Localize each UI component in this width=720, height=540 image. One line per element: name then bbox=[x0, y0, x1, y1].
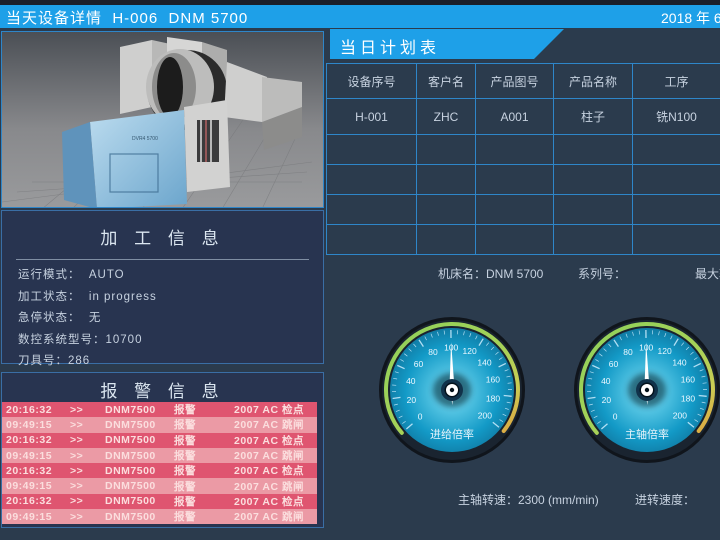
svg-text:主轴倍率: 主轴倍率 bbox=[625, 427, 669, 441]
svg-text:200: 200 bbox=[673, 410, 687, 420]
svg-text:140: 140 bbox=[477, 358, 491, 368]
svg-text:180: 180 bbox=[681, 393, 695, 403]
svg-text:0: 0 bbox=[613, 412, 618, 422]
svg-text:80: 80 bbox=[428, 347, 438, 357]
svg-text:20: 20 bbox=[602, 395, 612, 405]
svg-text:进给倍率: 进给倍率 bbox=[430, 427, 474, 441]
svg-text:140: 140 bbox=[672, 358, 686, 368]
svg-text:200: 200 bbox=[478, 410, 492, 420]
svg-text:DVR4 5700: DVR4 5700 bbox=[132, 136, 158, 142]
svg-text:20: 20 bbox=[407, 395, 417, 405]
svg-text:180: 180 bbox=[486, 393, 500, 403]
svg-text:160: 160 bbox=[486, 375, 500, 385]
svg-text:0: 0 bbox=[418, 412, 423, 422]
svg-text:40: 40 bbox=[601, 376, 611, 386]
svg-text:40: 40 bbox=[406, 376, 416, 386]
svg-text:160: 160 bbox=[681, 375, 695, 385]
svg-text:80: 80 bbox=[623, 347, 633, 357]
svg-text:120: 120 bbox=[463, 346, 477, 356]
svg-text:60: 60 bbox=[414, 359, 424, 369]
svg-text:60: 60 bbox=[609, 359, 619, 369]
svg-text:120: 120 bbox=[658, 346, 672, 356]
